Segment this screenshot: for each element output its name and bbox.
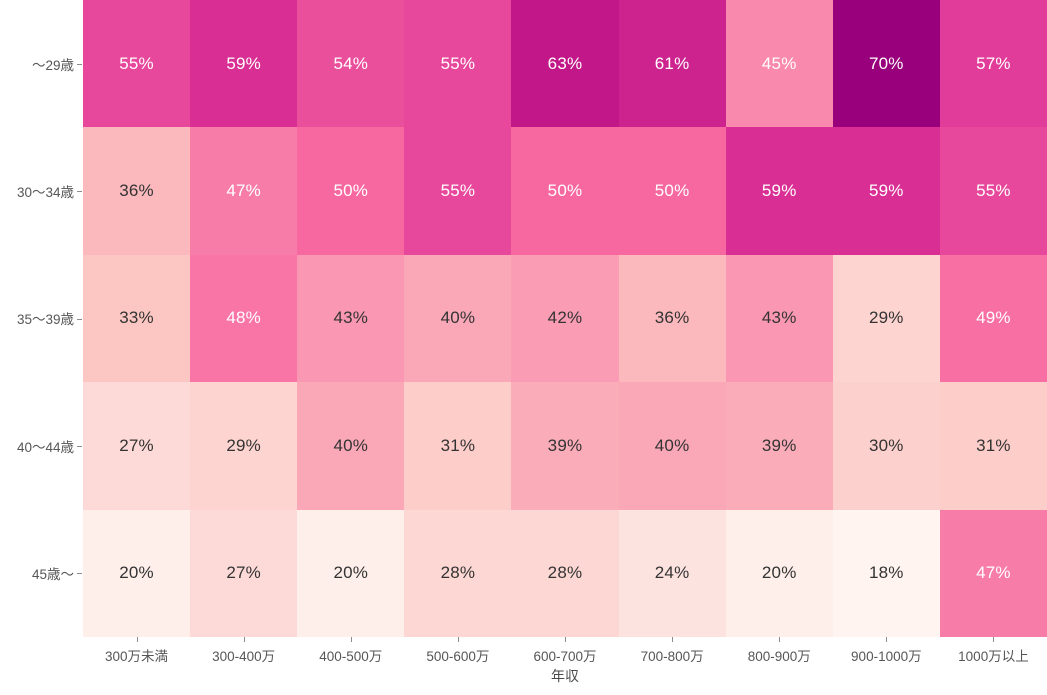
y-tick-mark bbox=[77, 445, 82, 447]
heatmap-cell[interactable]: 30% bbox=[832, 382, 940, 510]
heatmap-cell[interactable]: 20% bbox=[725, 509, 833, 637]
heatmap-cell[interactable]: 31% bbox=[939, 382, 1047, 510]
heatmap-cell[interactable]: 43% bbox=[297, 254, 405, 383]
heatmap-cell[interactable]: 27% bbox=[190, 509, 298, 637]
heatmap-cell[interactable]: 31% bbox=[404, 382, 512, 510]
heatmap-cell[interactable]: 54% bbox=[297, 0, 405, 128]
x-tick-mark bbox=[565, 637, 566, 642]
heatmap-cell[interactable]: 40% bbox=[297, 382, 405, 510]
x-tick-mark bbox=[886, 637, 888, 642]
y-tick-label: 40〜44歳 bbox=[16, 439, 74, 455]
heatmap-cell[interactable]: 40% bbox=[618, 382, 726, 510]
x-tick-label: 500-600万 bbox=[426, 649, 490, 664]
heatmap-cell[interactable]: 55% bbox=[404, 127, 512, 255]
x-tick-mark bbox=[243, 637, 245, 642]
x-tick-mark bbox=[350, 637, 352, 642]
heatmap-cell[interactable]: 36% bbox=[618, 254, 726, 383]
x-tick-label: 400-500万 bbox=[319, 649, 383, 664]
x-tick-label: 600-700万 bbox=[533, 649, 597, 664]
x-tick-mark bbox=[993, 637, 995, 642]
heatmap-cell[interactable]: 59% bbox=[725, 127, 833, 255]
heatmap-cell[interactable]: 20% bbox=[83, 509, 191, 637]
x-tick-label: 1000万以上 bbox=[958, 649, 1029, 664]
x-tick-label: 800-900万 bbox=[747, 649, 811, 664]
heatmap-cell[interactable]: 43% bbox=[725, 254, 833, 383]
heatmap-cell[interactable]: 55% bbox=[939, 127, 1047, 255]
heatmap-cell[interactable]: 39% bbox=[511, 382, 619, 510]
heatmap-cell[interactable]: 36% bbox=[83, 127, 191, 255]
x-axis-title: 年収 bbox=[551, 668, 579, 684]
heatmap-cell[interactable]: 47% bbox=[190, 127, 298, 255]
y-axis: 〜29歳 30〜34歳 35〜39歳 40〜44歳 45歳〜 bbox=[0, 0, 83, 637]
x-tick-mark bbox=[136, 637, 138, 642]
y-tick-mark bbox=[77, 573, 82, 575]
y-tick-label: 45歳〜 bbox=[31, 567, 74, 583]
heatmap-cell[interactable]: 18% bbox=[832, 509, 940, 637]
heatmap-cell[interactable]: 47% bbox=[939, 509, 1047, 637]
heatmap-cell[interactable]: 50% bbox=[511, 127, 619, 255]
heatmap-cell[interactable]: 28% bbox=[404, 509, 512, 637]
heatmap-cell[interactable]: 20% bbox=[297, 509, 405, 637]
x-tick-label: 900-1000万 bbox=[851, 649, 922, 664]
heatmap-cell[interactable]: 42% bbox=[511, 254, 619, 383]
y-tick-mark bbox=[77, 318, 82, 320]
x-tick-label: 700-800万 bbox=[640, 649, 704, 664]
y-tick-mark bbox=[77, 191, 82, 193]
heatmap-cell[interactable]: 29% bbox=[190, 382, 298, 510]
y-tick-label: 〜29歳 bbox=[31, 57, 74, 73]
heatmap-cell[interactable]: 27% bbox=[83, 382, 191, 510]
x-tick-mark bbox=[779, 637, 781, 642]
heatmap-grid: 55% 59% 54% 55% 63% 61% 45% 70% 57% 36% 47% 50% 55% 5… bbox=[83, 0, 1047, 637]
heatmap-cell[interactable]: 50% bbox=[618, 127, 726, 255]
heatmap-cell[interactable]: 29% bbox=[832, 254, 940, 383]
y-tick-label: 35〜39歳 bbox=[16, 312, 74, 328]
y-tick-mark bbox=[77, 63, 82, 65]
heatmap-cell[interactable]: 24% bbox=[618, 509, 726, 637]
heatmap-cell[interactable]: 70% bbox=[832, 0, 940, 128]
heatmap-cell[interactable]: 61% bbox=[618, 0, 726, 128]
y-tick-label: 30〜34歳 bbox=[16, 185, 74, 201]
heatmap-cell[interactable]: 57% bbox=[939, 0, 1047, 128]
heatmap-cell[interactable]: 33% bbox=[83, 254, 191, 383]
heatmap-cell[interactable]: 49% bbox=[939, 254, 1047, 383]
x-axis: 300万未満 300-400万 400-500万 500-600万 600-700万 70… bbox=[0, 637, 1047, 695]
x-tick-mark bbox=[457, 637, 459, 642]
heatmap-cell[interactable]: 55% bbox=[404, 0, 512, 128]
x-tick-label: 300-400万 bbox=[212, 649, 276, 664]
x-tick-mark bbox=[672, 637, 674, 642]
heatmap-cell[interactable]: 59% bbox=[190, 0, 298, 128]
heatmap-cell[interactable]: 45% bbox=[725, 0, 833, 128]
heatmap-cell[interactable]: 50% bbox=[297, 127, 405, 255]
heatmap-cell[interactable]: 48% bbox=[190, 254, 298, 383]
heatmap-cell[interactable]: 28% bbox=[511, 509, 619, 637]
heatmap-cell[interactable]: 39% bbox=[725, 382, 833, 510]
heatmap-cell[interactable]: 63% bbox=[511, 0, 619, 128]
x-tick-label: 300万未満 bbox=[105, 649, 169, 664]
heatmap-cell[interactable]: 55% bbox=[83, 0, 191, 128]
heatmap-cell[interactable]: 40% bbox=[404, 254, 512, 383]
heatmap-cell[interactable]: 59% bbox=[832, 127, 940, 255]
